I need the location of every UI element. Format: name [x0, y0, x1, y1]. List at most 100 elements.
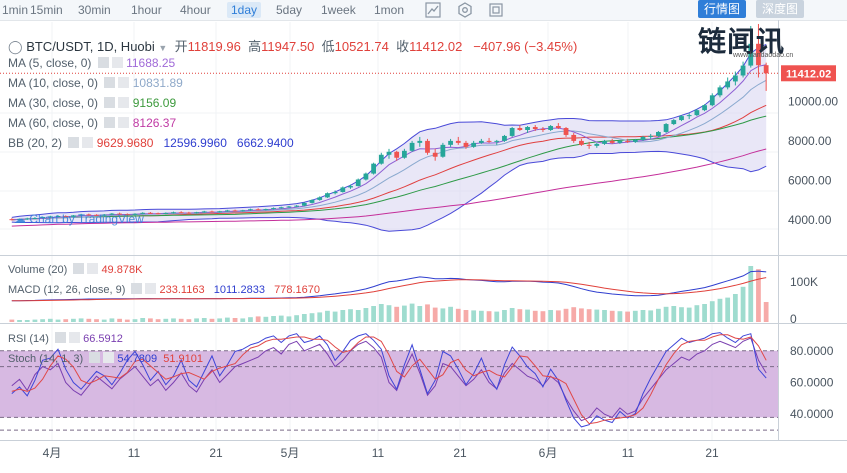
close-icon[interactable] — [111, 57, 123, 68]
ma5-value: 11688.25 — [126, 56, 176, 70]
volume-bar — [671, 306, 677, 322]
settings-icon[interactable] — [73, 263, 85, 274]
candle — [586, 144, 592, 146]
depth-view-button[interactable]: 深度图 — [756, 0, 805, 18]
candle — [171, 212, 176, 214]
settings-icon[interactable] — [104, 117, 116, 128]
volume-bar — [725, 297, 731, 322]
chevron-down-icon[interactable]: ▼ — [158, 43, 168, 53]
volume-bar — [586, 309, 592, 322]
candle — [78, 214, 84, 216]
candle — [386, 151, 392, 155]
volume-bar — [86, 318, 92, 322]
kline-view-button[interactable]: 行情图 — [698, 0, 747, 18]
volume-bar — [186, 319, 192, 322]
price-tick-label: 10000.00 — [788, 94, 838, 108]
bb-legend: BB (20, 2) 9629.9680 12596.9960 6662.940… — [8, 136, 294, 150]
candle — [394, 151, 400, 158]
current-price-label: 11412.02 — [786, 68, 831, 80]
volume-bar — [140, 318, 146, 322]
low-value: 10521.74 — [334, 39, 389, 54]
volume-bar — [278, 315, 284, 322]
close-icon[interactable] — [118, 97, 130, 108]
volume-bar — [71, 318, 76, 322]
tf-30min[interactable]: 30min — [78, 3, 111, 17]
ma10-label[interactable]: MA (10, close, 0) — [8, 76, 99, 90]
close-icon[interactable] — [118, 117, 130, 128]
close-icon[interactable] — [118, 77, 130, 88]
candle — [517, 128, 523, 130]
ma30-label[interactable]: MA (30, close, 0) — [8, 96, 99, 110]
settings-icon[interactable] — [104, 97, 116, 108]
volume-bar — [201, 318, 207, 322]
candle — [548, 126, 554, 130]
macd-label[interactable]: MACD (12, 26, close, 9) — [8, 284, 126, 296]
time-tick-label: 6月 — [539, 446, 558, 460]
volume-bar — [402, 305, 407, 322]
settings-gear-icon[interactable] — [457, 2, 473, 18]
ma5-label[interactable]: MA (5, close, 0) — [8, 56, 92, 70]
candle — [702, 105, 707, 111]
candle — [47, 216, 53, 218]
collapse-chevron-icon[interactable]: ◯ — [8, 39, 23, 54]
settings-icon[interactable] — [55, 332, 67, 343]
volume-label[interactable]: Volume (20) — [8, 264, 68, 276]
volume-bar — [540, 311, 546, 322]
close-icon[interactable] — [82, 137, 94, 148]
candle — [301, 202, 307, 206]
rsi-label[interactable]: RSI (14) — [8, 333, 49, 345]
candle — [348, 186, 353, 188]
volume-bar — [209, 318, 215, 322]
volume-bar — [602, 310, 607, 322]
tf-5day[interactable]: 5day — [276, 3, 303, 17]
stoch-label[interactable]: Stoch (14, 1, 3) — [8, 353, 84, 365]
tf-15min[interactable]: 15min — [30, 3, 63, 17]
settings-icon[interactable] — [89, 352, 101, 363]
volume-bar — [224, 317, 230, 322]
open-label: 开 — [174, 39, 188, 54]
tf-1mon[interactable]: 1mon — [374, 3, 405, 17]
draw-tools-icon[interactable] — [425, 2, 441, 18]
tf-1week[interactable]: 1week — [321, 3, 356, 17]
settings-icon[interactable] — [97, 57, 109, 68]
ma60-label[interactable]: MA (60, close, 0) — [8, 116, 99, 130]
candlesticks — [9, 23, 769, 221]
candle — [294, 205, 300, 207]
candle — [725, 81, 731, 88]
settings-icon[interactable] — [131, 283, 143, 294]
candle — [717, 87, 723, 96]
volume-bar — [440, 308, 446, 322]
candle — [440, 144, 446, 157]
candle — [94, 214, 99, 216]
ma60-legend: MA (60, close, 0) 8126.37 — [8, 116, 176, 130]
macd-signal-line — [11, 277, 767, 302]
bb-label[interactable]: BB (20, 2) — [8, 136, 63, 150]
candle — [563, 128, 569, 135]
candle — [540, 129, 546, 130]
close-icon[interactable] — [87, 263, 99, 274]
price-tick-label: 8000.00 — [788, 134, 832, 148]
tf-1day[interactable]: 1day — [227, 2, 262, 18]
fullscreen-icon[interactable] — [488, 2, 504, 18]
settings-icon[interactable] — [104, 77, 116, 88]
volume-bar — [255, 316, 261, 322]
symbol-title[interactable]: BTC/USDT, 1D, Huobi — [26, 39, 155, 54]
candle — [286, 206, 292, 208]
close-icon[interactable] — [103, 352, 115, 363]
volume-bar — [155, 319, 161, 322]
candle — [486, 140, 492, 142]
volume-bar — [178, 318, 184, 322]
volume-bar — [463, 310, 469, 322]
volume-bar — [471, 310, 477, 322]
tf-4hour[interactable]: 4hour — [180, 3, 211, 17]
tf-1hour[interactable]: 1hour — [131, 3, 162, 17]
tradingview-logo[interactable]: ☁ Chart by TradingView — [14, 212, 144, 226]
volume-bar — [101, 319, 107, 322]
tf-1min[interactable]: 1min — [2, 3, 29, 17]
time-tick-label: 11 — [128, 446, 141, 460]
candle — [609, 140, 615, 143]
close-icon[interactable] — [69, 332, 81, 343]
settings-icon[interactable] — [68, 137, 80, 148]
close-icon[interactable] — [145, 283, 157, 294]
